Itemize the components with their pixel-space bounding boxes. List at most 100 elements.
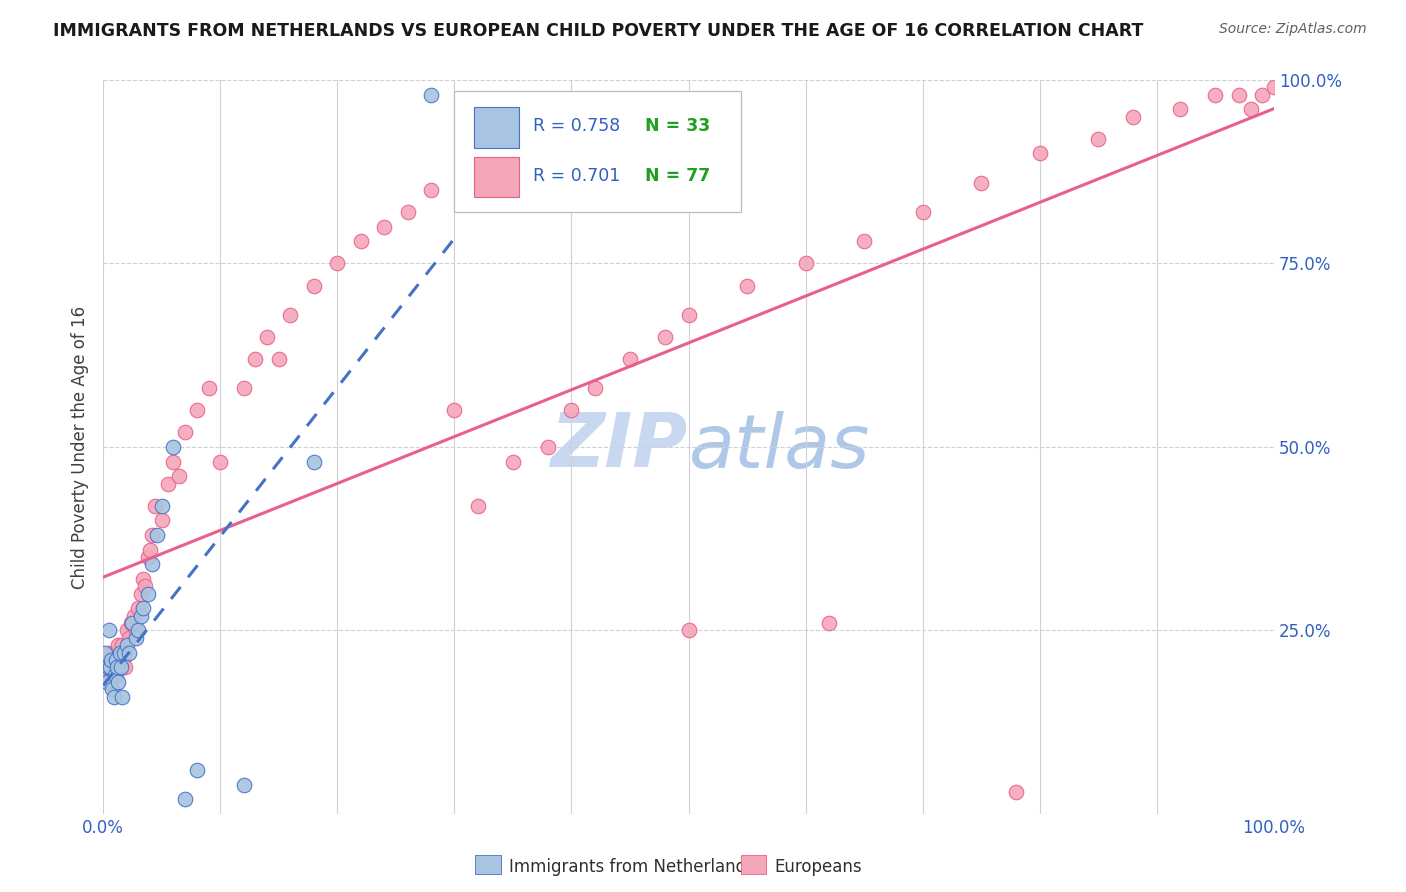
Point <box>350 235 373 249</box>
Point <box>103 690 125 704</box>
Point <box>373 219 395 234</box>
Point <box>619 351 641 366</box>
Point <box>118 631 141 645</box>
Text: Europeans: Europeans <box>775 858 862 876</box>
Point <box>98 624 121 638</box>
FancyBboxPatch shape <box>474 157 519 197</box>
Point <box>1263 80 1285 95</box>
Point <box>1251 87 1274 102</box>
Text: ZIP: ZIP <box>551 410 689 483</box>
Point <box>112 653 135 667</box>
Point <box>150 499 173 513</box>
Point <box>104 667 127 681</box>
Point <box>107 674 129 689</box>
Point <box>209 455 232 469</box>
Point <box>443 403 465 417</box>
Point <box>97 660 120 674</box>
Point <box>162 455 184 469</box>
Point <box>245 351 267 366</box>
Point <box>280 308 302 322</box>
Point <box>1029 146 1052 161</box>
Point <box>141 558 163 572</box>
Point <box>108 660 131 674</box>
Point <box>141 528 163 542</box>
Point <box>100 653 122 667</box>
Point <box>94 646 117 660</box>
Point <box>1122 110 1144 124</box>
Point <box>112 646 135 660</box>
Point <box>115 624 138 638</box>
Point <box>162 440 184 454</box>
Point <box>186 403 208 417</box>
Point <box>654 330 676 344</box>
Point <box>104 646 127 660</box>
Point <box>111 690 134 704</box>
Point <box>112 646 135 660</box>
Point <box>146 528 169 542</box>
Point <box>127 624 149 638</box>
Point <box>115 638 138 652</box>
Point <box>125 631 148 645</box>
Point <box>136 550 159 565</box>
Point <box>197 381 219 395</box>
Point <box>1087 131 1109 145</box>
Point <box>96 674 118 689</box>
Point <box>97 674 120 689</box>
Point <box>302 278 325 293</box>
Point <box>678 624 700 638</box>
Point <box>105 667 128 681</box>
Point <box>1005 785 1028 799</box>
Point <box>818 616 841 631</box>
Point <box>678 308 700 322</box>
Point <box>103 660 125 674</box>
Point <box>105 653 128 667</box>
Point <box>100 667 122 681</box>
Point <box>537 440 560 454</box>
Point <box>107 638 129 652</box>
Point <box>125 624 148 638</box>
Point <box>420 87 443 102</box>
Point <box>98 646 121 660</box>
Point <box>121 616 143 631</box>
Text: atlas: atlas <box>689 411 870 483</box>
Point <box>735 278 758 293</box>
Text: Source: ZipAtlas.com: Source: ZipAtlas.com <box>1219 22 1367 37</box>
FancyBboxPatch shape <box>474 107 519 147</box>
Point <box>1239 103 1261 117</box>
Point <box>110 660 132 674</box>
Point <box>101 682 124 697</box>
Point <box>134 579 156 593</box>
Point <box>256 330 278 344</box>
Point <box>132 572 155 586</box>
Point <box>167 469 190 483</box>
Point <box>1204 87 1226 102</box>
Point <box>105 653 128 667</box>
Point <box>105 660 128 674</box>
Point <box>1227 87 1250 102</box>
Text: N = 33: N = 33 <box>645 117 710 136</box>
Point <box>108 646 131 660</box>
Point <box>93 660 115 674</box>
Point <box>129 608 152 623</box>
Point <box>1168 103 1191 117</box>
Point <box>122 608 145 623</box>
FancyBboxPatch shape <box>454 91 741 212</box>
Text: IMMIGRANTS FROM NETHERLANDS VS EUROPEAN CHILD POVERTY UNDER THE AGE OF 16 CORREL: IMMIGRANTS FROM NETHERLANDS VS EUROPEAN … <box>53 22 1144 40</box>
Point <box>467 499 489 513</box>
Point <box>94 667 117 681</box>
Point <box>98 660 121 674</box>
Point <box>326 256 349 270</box>
Point <box>911 205 934 219</box>
Point <box>129 587 152 601</box>
Point <box>127 601 149 615</box>
Text: Immigrants from Netherlands: Immigrants from Netherlands <box>509 858 755 876</box>
Point <box>120 616 142 631</box>
Point <box>139 542 162 557</box>
Point <box>396 205 419 219</box>
Point <box>110 646 132 660</box>
Point <box>174 425 197 440</box>
Point <box>96 653 118 667</box>
Point <box>98 660 121 674</box>
Point <box>111 638 134 652</box>
Point <box>502 455 524 469</box>
